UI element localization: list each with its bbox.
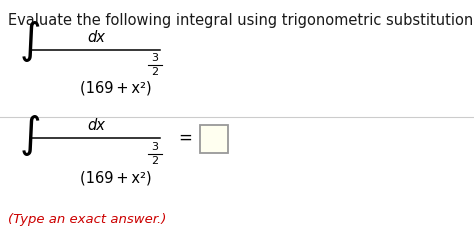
- Text: =: =: [178, 129, 192, 147]
- Text: Evaluate the following integral using trigonometric substitution.: Evaluate the following integral using tr…: [8, 13, 474, 28]
- Text: 2: 2: [151, 156, 159, 166]
- Text: ∫: ∫: [20, 20, 42, 62]
- Text: 2: 2: [151, 67, 159, 77]
- FancyBboxPatch shape: [200, 125, 228, 153]
- Text: (169 + x²): (169 + x²): [80, 80, 152, 96]
- Text: dx: dx: [87, 30, 105, 45]
- Text: 3: 3: [152, 142, 158, 152]
- Text: dx: dx: [87, 117, 105, 133]
- Text: 3: 3: [152, 53, 158, 63]
- Text: ∫: ∫: [20, 114, 42, 156]
- Text: (169 + x²): (169 + x²): [80, 171, 152, 185]
- Text: (Type an exact answer.): (Type an exact answer.): [8, 212, 166, 226]
